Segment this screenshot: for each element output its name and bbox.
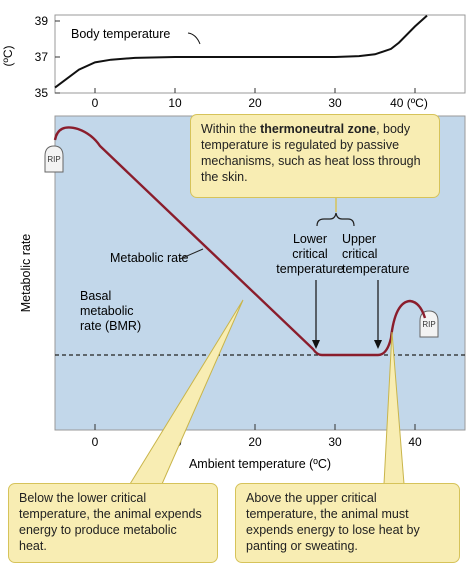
top-x-tick-label: 10	[168, 96, 182, 110]
lower-critical-label: Lower critical temperature	[276, 232, 343, 276]
upper-critical-arrowhead	[374, 340, 382, 349]
main-x-tick-label: 20	[248, 435, 262, 449]
main-x-tick-label: 0	[92, 435, 99, 449]
upper-label-line-1: Upper	[342, 232, 376, 246]
lower-critical-arrowhead	[312, 340, 320, 349]
below-callout-text: Below the lower critical temperature, th…	[19, 491, 202, 553]
bmr-label-line-3: rate (BMR)	[80, 319, 141, 333]
below-lower-critical-callout: Below the lower critical temperature, th…	[8, 483, 218, 563]
top-y-tick-label: 39	[35, 14, 49, 28]
bmr-label-line-2: metabolic	[80, 304, 134, 318]
top-x-tick-label: 20	[248, 96, 262, 110]
metabolic-rate-curve	[53, 126, 427, 357]
thermoneutral-zone-callout: Within the thermoneutral zone, body temp…	[190, 114, 440, 198]
top-chart-frame	[54, 14, 466, 94]
top-x-tick-label: 30	[328, 96, 342, 110]
main-x-tick-label: 30	[328, 435, 342, 449]
upper-critical-label: Upper critical temperature	[342, 232, 409, 276]
above-upper-critical-callout: Above the upper critical temperature, th…	[235, 483, 460, 563]
tnz-text-end: , body temperature is regulated by passi…	[201, 122, 421, 184]
metabolic-rate-axis-label: Metabolic rate	[19, 234, 33, 313]
upper-label-line-2: critical	[342, 247, 377, 261]
body-temperature-label: Body temperature	[71, 27, 170, 41]
bmr-label-line-1: Basal	[80, 289, 111, 303]
rip-tombstone-left: RIP	[44, 145, 64, 173]
thermoneutral-brace	[316, 212, 355, 227]
top-x-tick-label: 40 (ºC)	[390, 96, 428, 110]
top-y-tick-label: 37	[35, 50, 49, 64]
tnz-text-start: Within the	[201, 122, 261, 136]
body-temperature-leader	[187, 32, 201, 45]
top-x-tick-label: 0	[92, 96, 99, 110]
lower-label-line-3: temperature	[276, 262, 343, 276]
lower-label-line-2: critical	[292, 247, 327, 261]
lower-label-line-1: Lower	[293, 232, 327, 246]
rip-text-right: RIP	[422, 320, 435, 329]
rip-text-left: RIP	[47, 155, 60, 164]
metabolic-rate-leader	[179, 248, 204, 260]
top-y-unit: (ºC)	[1, 45, 15, 66]
main-x-tick-label: 40	[408, 435, 422, 449]
bmr-label: Basal metabolic rate (BMR)	[80, 289, 141, 333]
ambient-temperature-axis-label: Ambient temperature (ºC)	[189, 457, 331, 471]
metabolic-rate-curve-label: Metabolic rate	[110, 251, 189, 265]
body-temperature-curve	[54, 14, 428, 89]
upper-label-line-3: temperature	[342, 262, 409, 276]
top-axis-ticks: 0 10 20 30 40 (ºC) 39 37 35	[35, 14, 428, 110]
body-temperature-chart: (ºC) 0 10 20 30 40 (ºC) 39 37 35 Body temperatu…	[1, 14, 466, 110]
above-callout-text: Above the upper critical temperature, th…	[246, 491, 420, 553]
tnz-text-bold: thermoneutral zone	[260, 122, 377, 136]
top-y-tick-label: 35	[35, 86, 49, 100]
